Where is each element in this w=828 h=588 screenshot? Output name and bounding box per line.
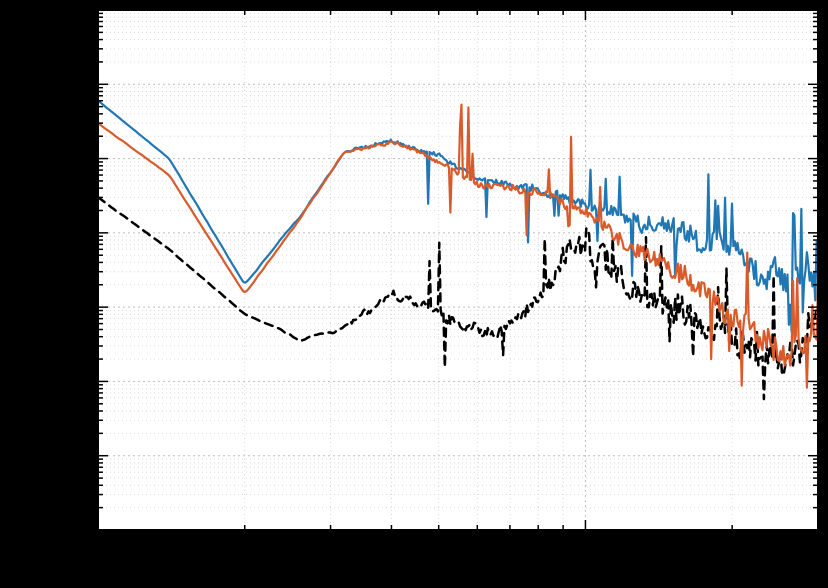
spectrum-chart xyxy=(0,0,828,588)
